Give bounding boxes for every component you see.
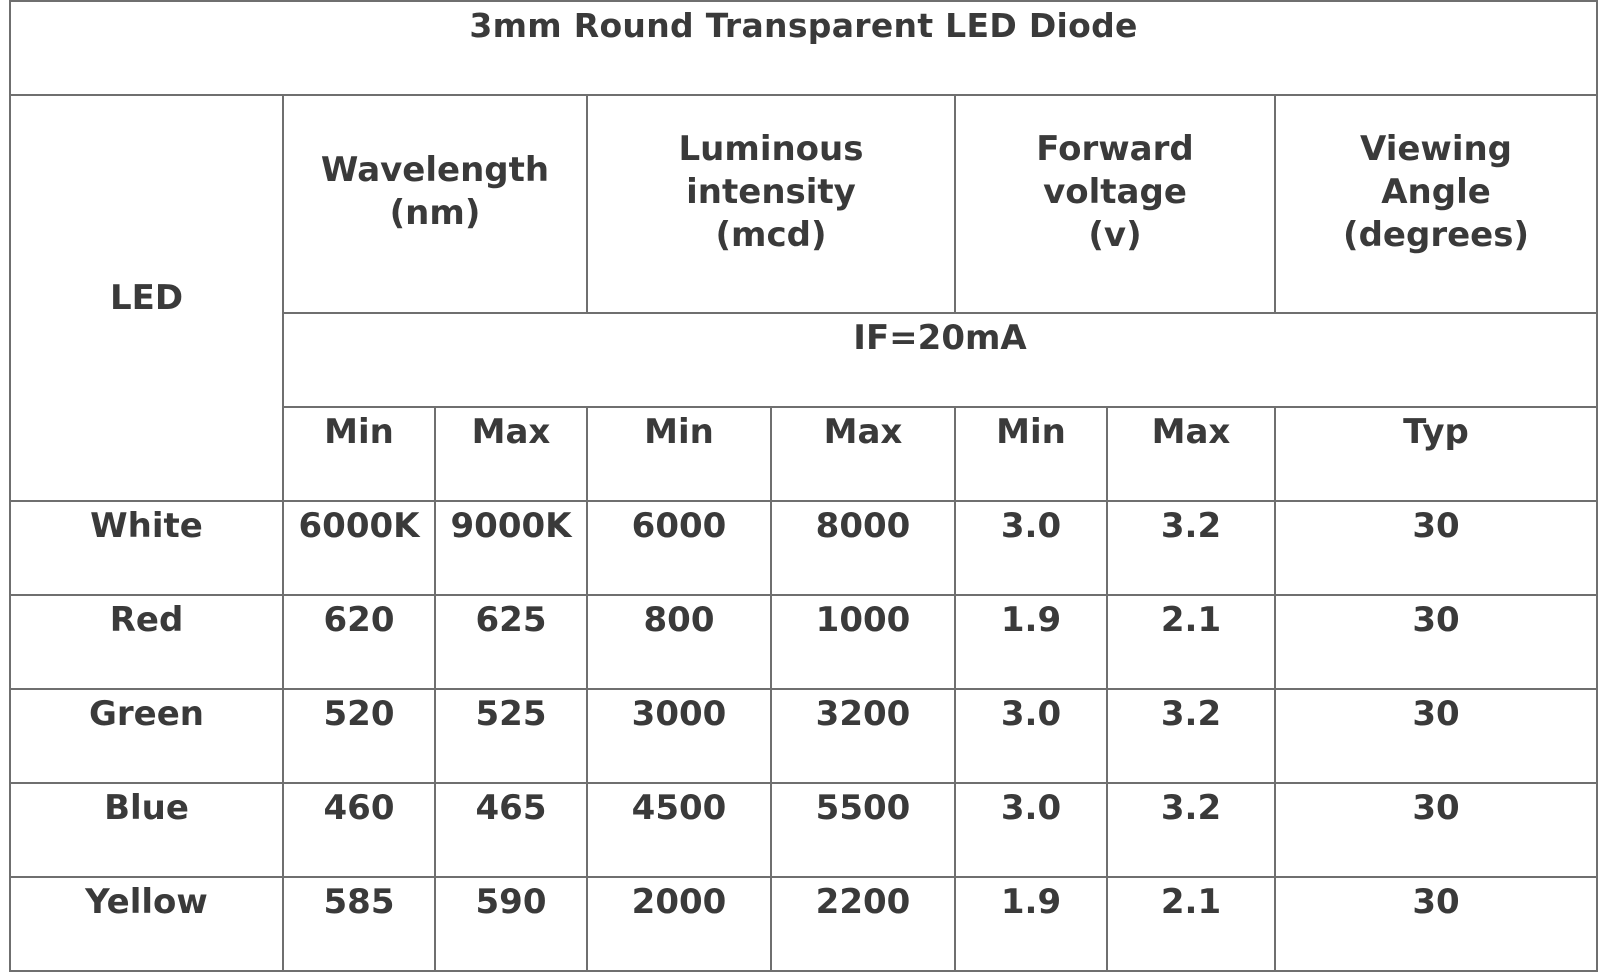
led-color-cell: Yellow	[9, 876, 284, 972]
voltage-max-cell: 2.1	[1106, 876, 1276, 972]
table-row: Blue 460 465 4500 5500 3.0 3.2 30	[9, 782, 1599, 878]
subheader-angle-typ: Typ	[1273, 406, 1599, 502]
table-title: 3mm Round Transparent LED Diode	[8, 0, 1599, 96]
luminous-max-cell: 2200	[770, 876, 956, 972]
table-row: White 6000K 9000K 6000 8000 3.0 3.2 30	[9, 500, 1599, 596]
luminous-min-cell: 3000	[586, 688, 772, 784]
header-forward-voltage: Forward voltage (v)	[954, 94, 1276, 314]
led-color-cell: Red	[9, 594, 284, 690]
wavelength-min-cell: 585	[282, 876, 436, 972]
subheader-voltage-max: Max	[1106, 406, 1276, 502]
angle-typ-cell: 30	[1273, 500, 1599, 596]
luminous-max-cell: 5500	[770, 782, 956, 878]
voltage-min-cell: 1.9	[954, 876, 1108, 972]
voltage-max-cell: 3.2	[1106, 782, 1276, 878]
voltage-min-cell: 1.9	[954, 594, 1108, 690]
angle-typ-cell: 30	[1273, 688, 1599, 784]
led-color-cell: Blue	[9, 782, 284, 878]
wavelength-max-cell: 465	[434, 782, 588, 878]
led-color-cell: White	[9, 500, 284, 596]
wavelength-max-cell: 590	[434, 876, 588, 972]
subheader-voltage-min: Min	[954, 406, 1108, 502]
wavelength-min-cell: 460	[282, 782, 436, 878]
subheader-wavelength-min: Min	[282, 406, 436, 502]
table-row: Red 620 625 800 1000 1.9 2.1 30	[9, 594, 1599, 690]
led-spec-table: 3mm Round Transparent LED Diode LED Wave…	[8, 0, 1599, 972]
angle-typ-cell: 30	[1273, 594, 1599, 690]
wavelength-max-cell: 9000K	[434, 500, 588, 596]
voltage-min-cell: 3.0	[954, 500, 1108, 596]
voltage-min-cell: 3.0	[954, 782, 1108, 878]
luminous-min-cell: 6000	[586, 500, 772, 596]
header-luminous-intensity: Luminous intensity (mcd)	[586, 94, 956, 314]
header-viewing-text: Viewing Angle (degrees)	[1343, 128, 1529, 255]
led-color-cell: Green	[9, 688, 284, 784]
subheader-wavelength-max: Max	[434, 406, 588, 502]
wavelength-max-cell: 525	[434, 688, 588, 784]
wavelength-min-cell: 620	[282, 594, 436, 690]
subheader-luminous-min: Min	[586, 406, 772, 502]
voltage-min-cell: 3.0	[954, 688, 1108, 784]
luminous-min-cell: 4500	[586, 782, 772, 878]
header-forward-text: Forward voltage (v)	[1036, 128, 1194, 255]
header-viewing-angle: Viewing Angle (degrees)	[1273, 94, 1599, 314]
wavelength-max-cell: 625	[434, 594, 588, 690]
voltage-max-cell: 2.1	[1106, 594, 1276, 690]
voltage-max-cell: 3.2	[1106, 688, 1276, 784]
luminous-max-cell: 8000	[770, 500, 956, 596]
header-led: LED	[9, 94, 284, 502]
angle-typ-cell: 30	[1273, 782, 1599, 878]
luminous-max-cell: 1000	[770, 594, 956, 690]
test-condition: IF=20mA	[281, 312, 1599, 408]
header-wavelength-text: Wavelength (nm)	[320, 150, 550, 233]
spec-table-container: 3mm Round Transparent LED Diode LED Wave…	[8, 0, 1599, 972]
table-row: Green 520 525 3000 3200 3.0 3.2 30	[9, 688, 1599, 784]
header-luminous-text: Luminous intensity (mcd)	[678, 128, 864, 255]
subheader-luminous-max: Max	[770, 406, 956, 502]
wavelength-min-cell: 520	[282, 688, 436, 784]
table-row: Yellow 585 590 2000 2200 1.9 2.1 30	[9, 876, 1599, 972]
luminous-max-cell: 3200	[770, 688, 956, 784]
luminous-min-cell: 800	[586, 594, 772, 690]
subheader-row: Min Max Min Max Min Max Typ	[10, 406, 1599, 502]
angle-typ-cell: 30	[1273, 876, 1599, 972]
wavelength-min-cell: 6000K	[282, 500, 436, 596]
luminous-min-cell: 2000	[586, 876, 772, 972]
voltage-max-cell: 3.2	[1106, 500, 1276, 596]
header-wavelength: Wavelength (nm)	[282, 94, 588, 314]
